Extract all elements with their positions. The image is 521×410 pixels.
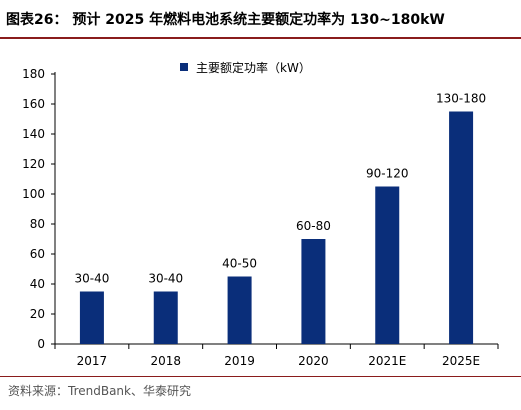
bar-2025E — [449, 111, 474, 344]
bar-2017 — [79, 291, 104, 344]
legend-label: 主要额定功率（kW） — [196, 60, 311, 75]
y-tick-label: 40 — [30, 277, 45, 291]
legend: 主要额定功率（kW） — [180, 60, 311, 75]
y-tick-label: 140 — [22, 127, 45, 141]
x-tick-label-2018: 2018 — [150, 354, 181, 368]
y-tick-label: 100 — [22, 187, 45, 201]
bar-chart: 主要额定功率（kW） 0 20 40 60 80 100 120 140 160 180 2017… — [22, 60, 499, 368]
y-tick-label: 0 — [37, 337, 45, 351]
data-label-2019: 40-50 — [222, 257, 257, 271]
data-label-2021E: 90-120 — [366, 167, 409, 181]
legend-swatch — [180, 63, 188, 71]
data-label-2025E: 130-180 — [436, 92, 486, 106]
bars — [79, 111, 474, 344]
top-rule — [0, 37, 521, 39]
y-tick-label: 80 — [30, 217, 45, 231]
y-tick-label: 60 — [30, 247, 45, 261]
x-tick-label-2021E: 2021E — [368, 354, 406, 368]
y-tick-label: 160 — [22, 97, 45, 111]
data-label-2017: 30-40 — [74, 272, 109, 286]
x-tick-label-2025E: 2025E — [442, 354, 480, 368]
data-label-2018: 30-40 — [148, 272, 183, 286]
x-tick-label-2020: 2020 — [298, 354, 329, 368]
bar-2021E — [375, 186, 400, 344]
title-bar: 图表26： 预计 2025 年燃料电池系统主要额定功率为 130~180kW — [0, 0, 521, 36]
y-tick-label: 180 — [22, 67, 45, 81]
x-tick-label-2017: 2017 — [77, 354, 108, 368]
y-tick-label: 120 — [22, 157, 45, 171]
bar-2020 — [301, 239, 326, 344]
figure-label: 图表26： — [6, 12, 68, 28]
bottom-rule — [0, 376, 521, 377]
x-axis: 2017 2018 2019 2020 2021E 2025E — [54, 343, 499, 368]
title-text: 预计 2025 年燃料电池系统主要额定功率为 130~180kW — [72, 12, 445, 28]
x-tick-label-2019: 2019 — [224, 354, 255, 368]
bar-2018 — [153, 291, 178, 344]
y-tick-label: 20 — [30, 307, 45, 321]
y-axis: 0 20 40 60 80 100 120 140 160 180 — [22, 67, 56, 351]
data-label-2020: 60-80 — [296, 219, 331, 233]
data-labels: 30-40 30-40 40-50 60-80 90-120 130-180 — [74, 92, 486, 286]
chart-title: 图表26： 预计 2025 年燃料电池系统主要额定功率为 130~180kW — [6, 9, 445, 29]
bar-2019 — [227, 276, 252, 344]
source-note: 资料来源：TrendBank、华泰研究 — [8, 384, 191, 398]
